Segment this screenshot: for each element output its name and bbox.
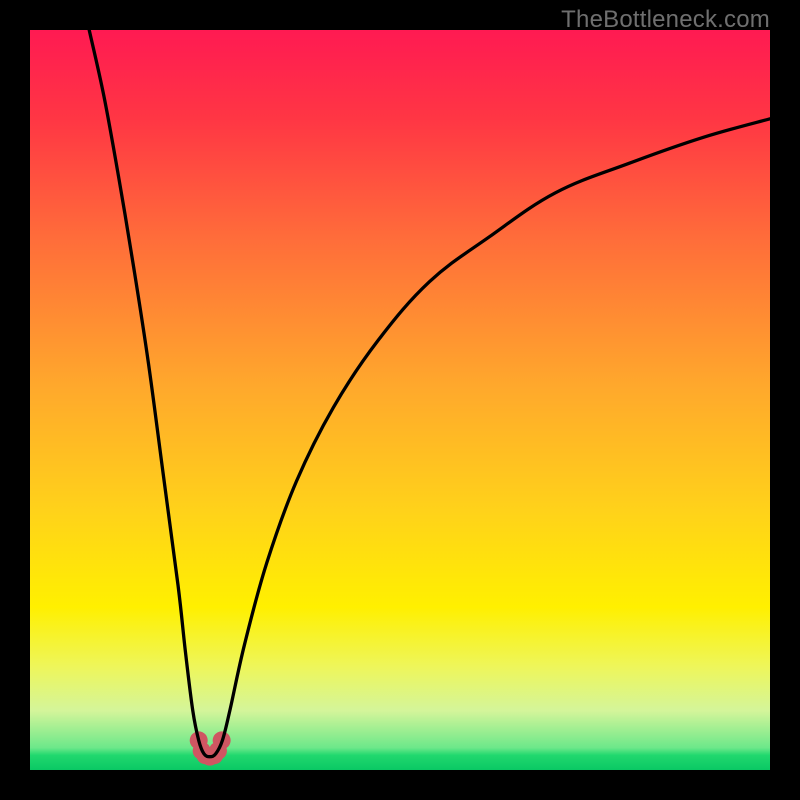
plot-area: [30, 30, 770, 770]
bottleneck-curve: [89, 30, 770, 757]
chart-svg: [30, 30, 770, 770]
